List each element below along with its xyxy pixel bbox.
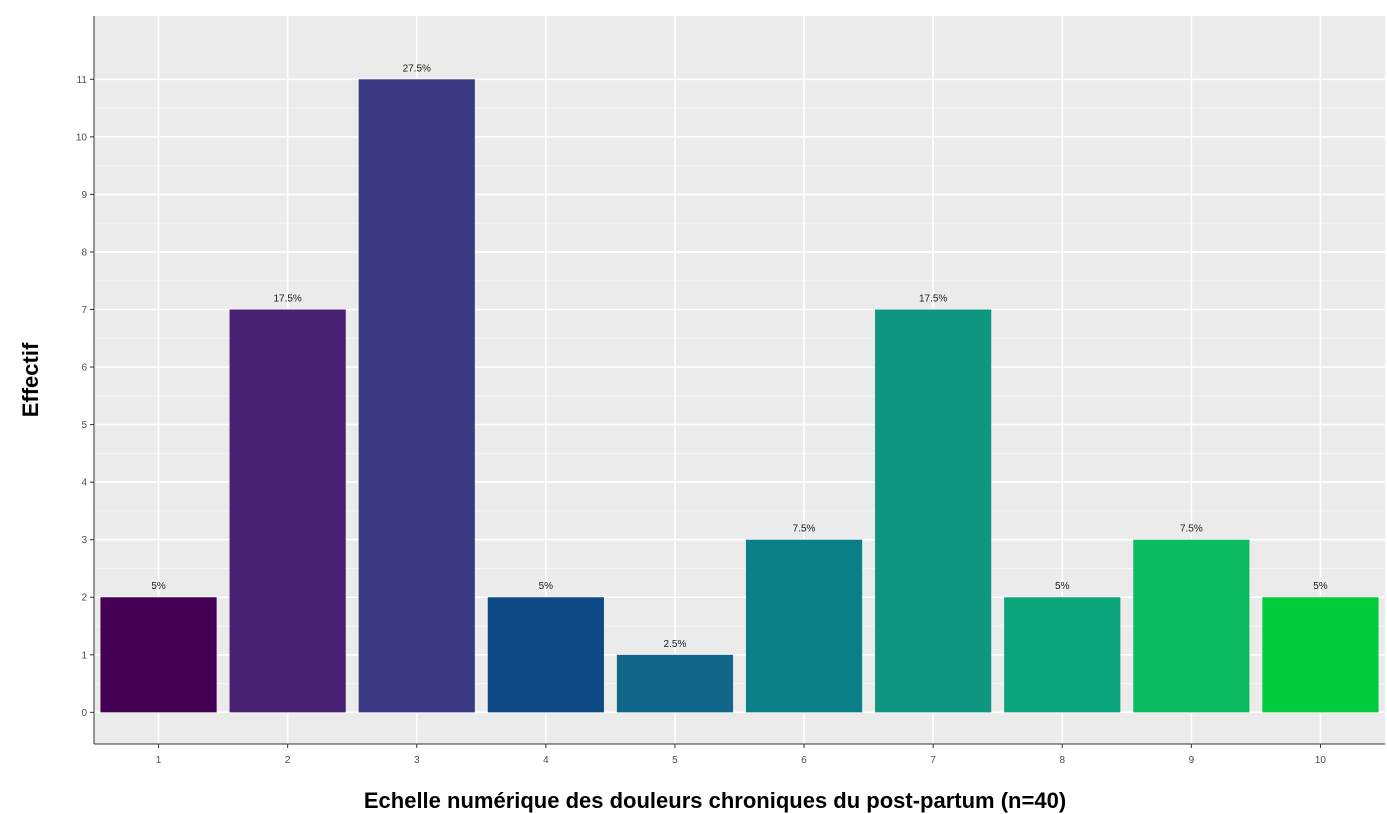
bar-4 — [487, 597, 604, 713]
x-tick-label: 10 — [1315, 755, 1327, 766]
bar-label-6: 7.5% — [793, 524, 816, 535]
x-tick-label: 9 — [1189, 755, 1195, 766]
bar-label-5: 2.5% — [664, 639, 687, 650]
y-tick-label: 6 — [81, 363, 87, 374]
y-axis-title: Effectif — [18, 342, 43, 417]
bar-9 — [1133, 539, 1250, 713]
x-tick-label: 7 — [930, 755, 936, 766]
bar-label-4: 5% — [539, 581, 554, 592]
x-tick-label: 4 — [543, 755, 549, 766]
bar-10 — [1262, 597, 1379, 713]
x-tick-label: 8 — [1059, 755, 1065, 766]
y-tick-label: 9 — [81, 190, 87, 201]
bar-label-3: 27.5% — [403, 63, 431, 74]
x-tick-label: 5 — [672, 755, 678, 766]
y-tick-label: 10 — [76, 132, 88, 143]
bar-5 — [616, 654, 734, 713]
bar-2 — [229, 309, 346, 713]
bar-3 — [358, 79, 475, 713]
bar-label-2: 17.5% — [273, 294, 301, 305]
y-tick-label: 1 — [81, 650, 87, 661]
bar-7 — [875, 309, 992, 713]
y-tick-label: 4 — [81, 478, 87, 489]
y-tick-label: 5 — [81, 420, 87, 431]
y-axis: 0 1 2 3 4 5 6 7 8 9 10 11 — [76, 75, 94, 719]
y-tick-label: 7 — [81, 305, 87, 316]
y-tick-label: 3 — [81, 535, 87, 546]
x-tick-label: 1 — [156, 755, 162, 766]
bar-label-10: 5% — [1313, 581, 1328, 592]
x-tick-label: 3 — [414, 755, 420, 766]
y-tick-label: 8 — [81, 247, 87, 258]
y-tick-label: 0 — [81, 708, 87, 719]
bar-label-9: 7.5% — [1180, 524, 1203, 535]
y-tick-label: 2 — [81, 593, 87, 604]
x-tick-label: 2 — [285, 755, 291, 766]
bar-label-8: 5% — [1055, 581, 1070, 592]
bars — [100, 79, 1379, 713]
x-axis: 1 2 3 4 5 6 7 8 9 10 — [156, 744, 1327, 766]
bar-8 — [1004, 597, 1121, 713]
bar-label-7: 17.5% — [919, 294, 947, 305]
bar-value-labels: 5% 17.5% 27.5% 5% 2.5% 7.5% 17.5% 5% 7.5% 5% — [151, 63, 1327, 649]
bar-1 — [100, 597, 217, 713]
y-tick-label: 11 — [77, 75, 88, 86]
x-tick-label: 6 — [801, 755, 807, 766]
x-axis-title: Echelle numérique des douleurs chronique… — [364, 788, 1066, 813]
bar-label-1: 5% — [151, 581, 166, 592]
bar-6 — [745, 539, 863, 713]
